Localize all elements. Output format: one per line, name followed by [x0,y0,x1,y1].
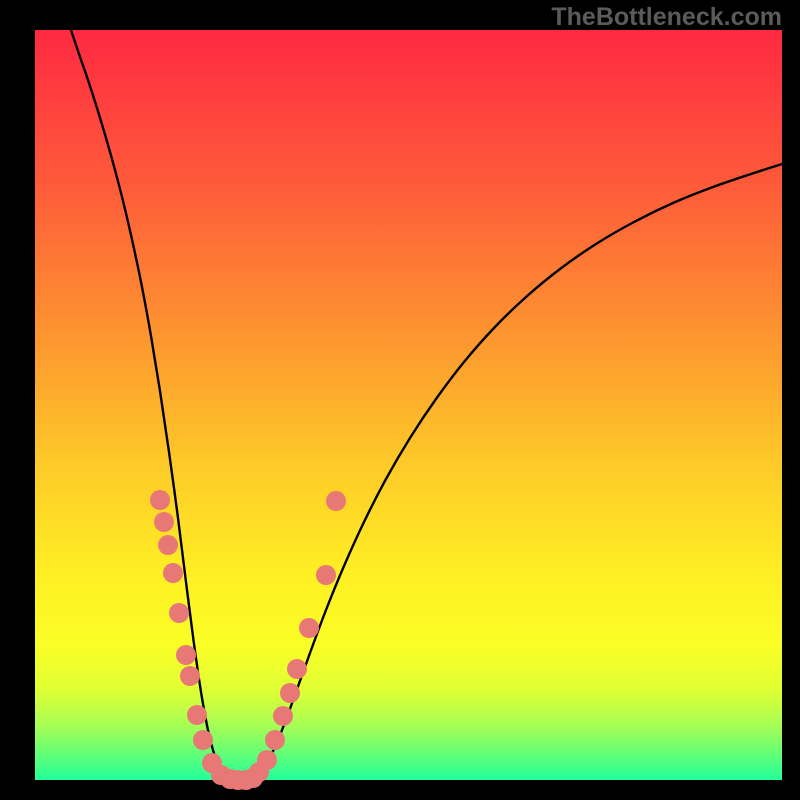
watermark-text: TheBottleneck.com [551,3,782,32]
plot-gradient-background [35,30,782,780]
chart-canvas: TheBottleneck.com [0,0,800,800]
